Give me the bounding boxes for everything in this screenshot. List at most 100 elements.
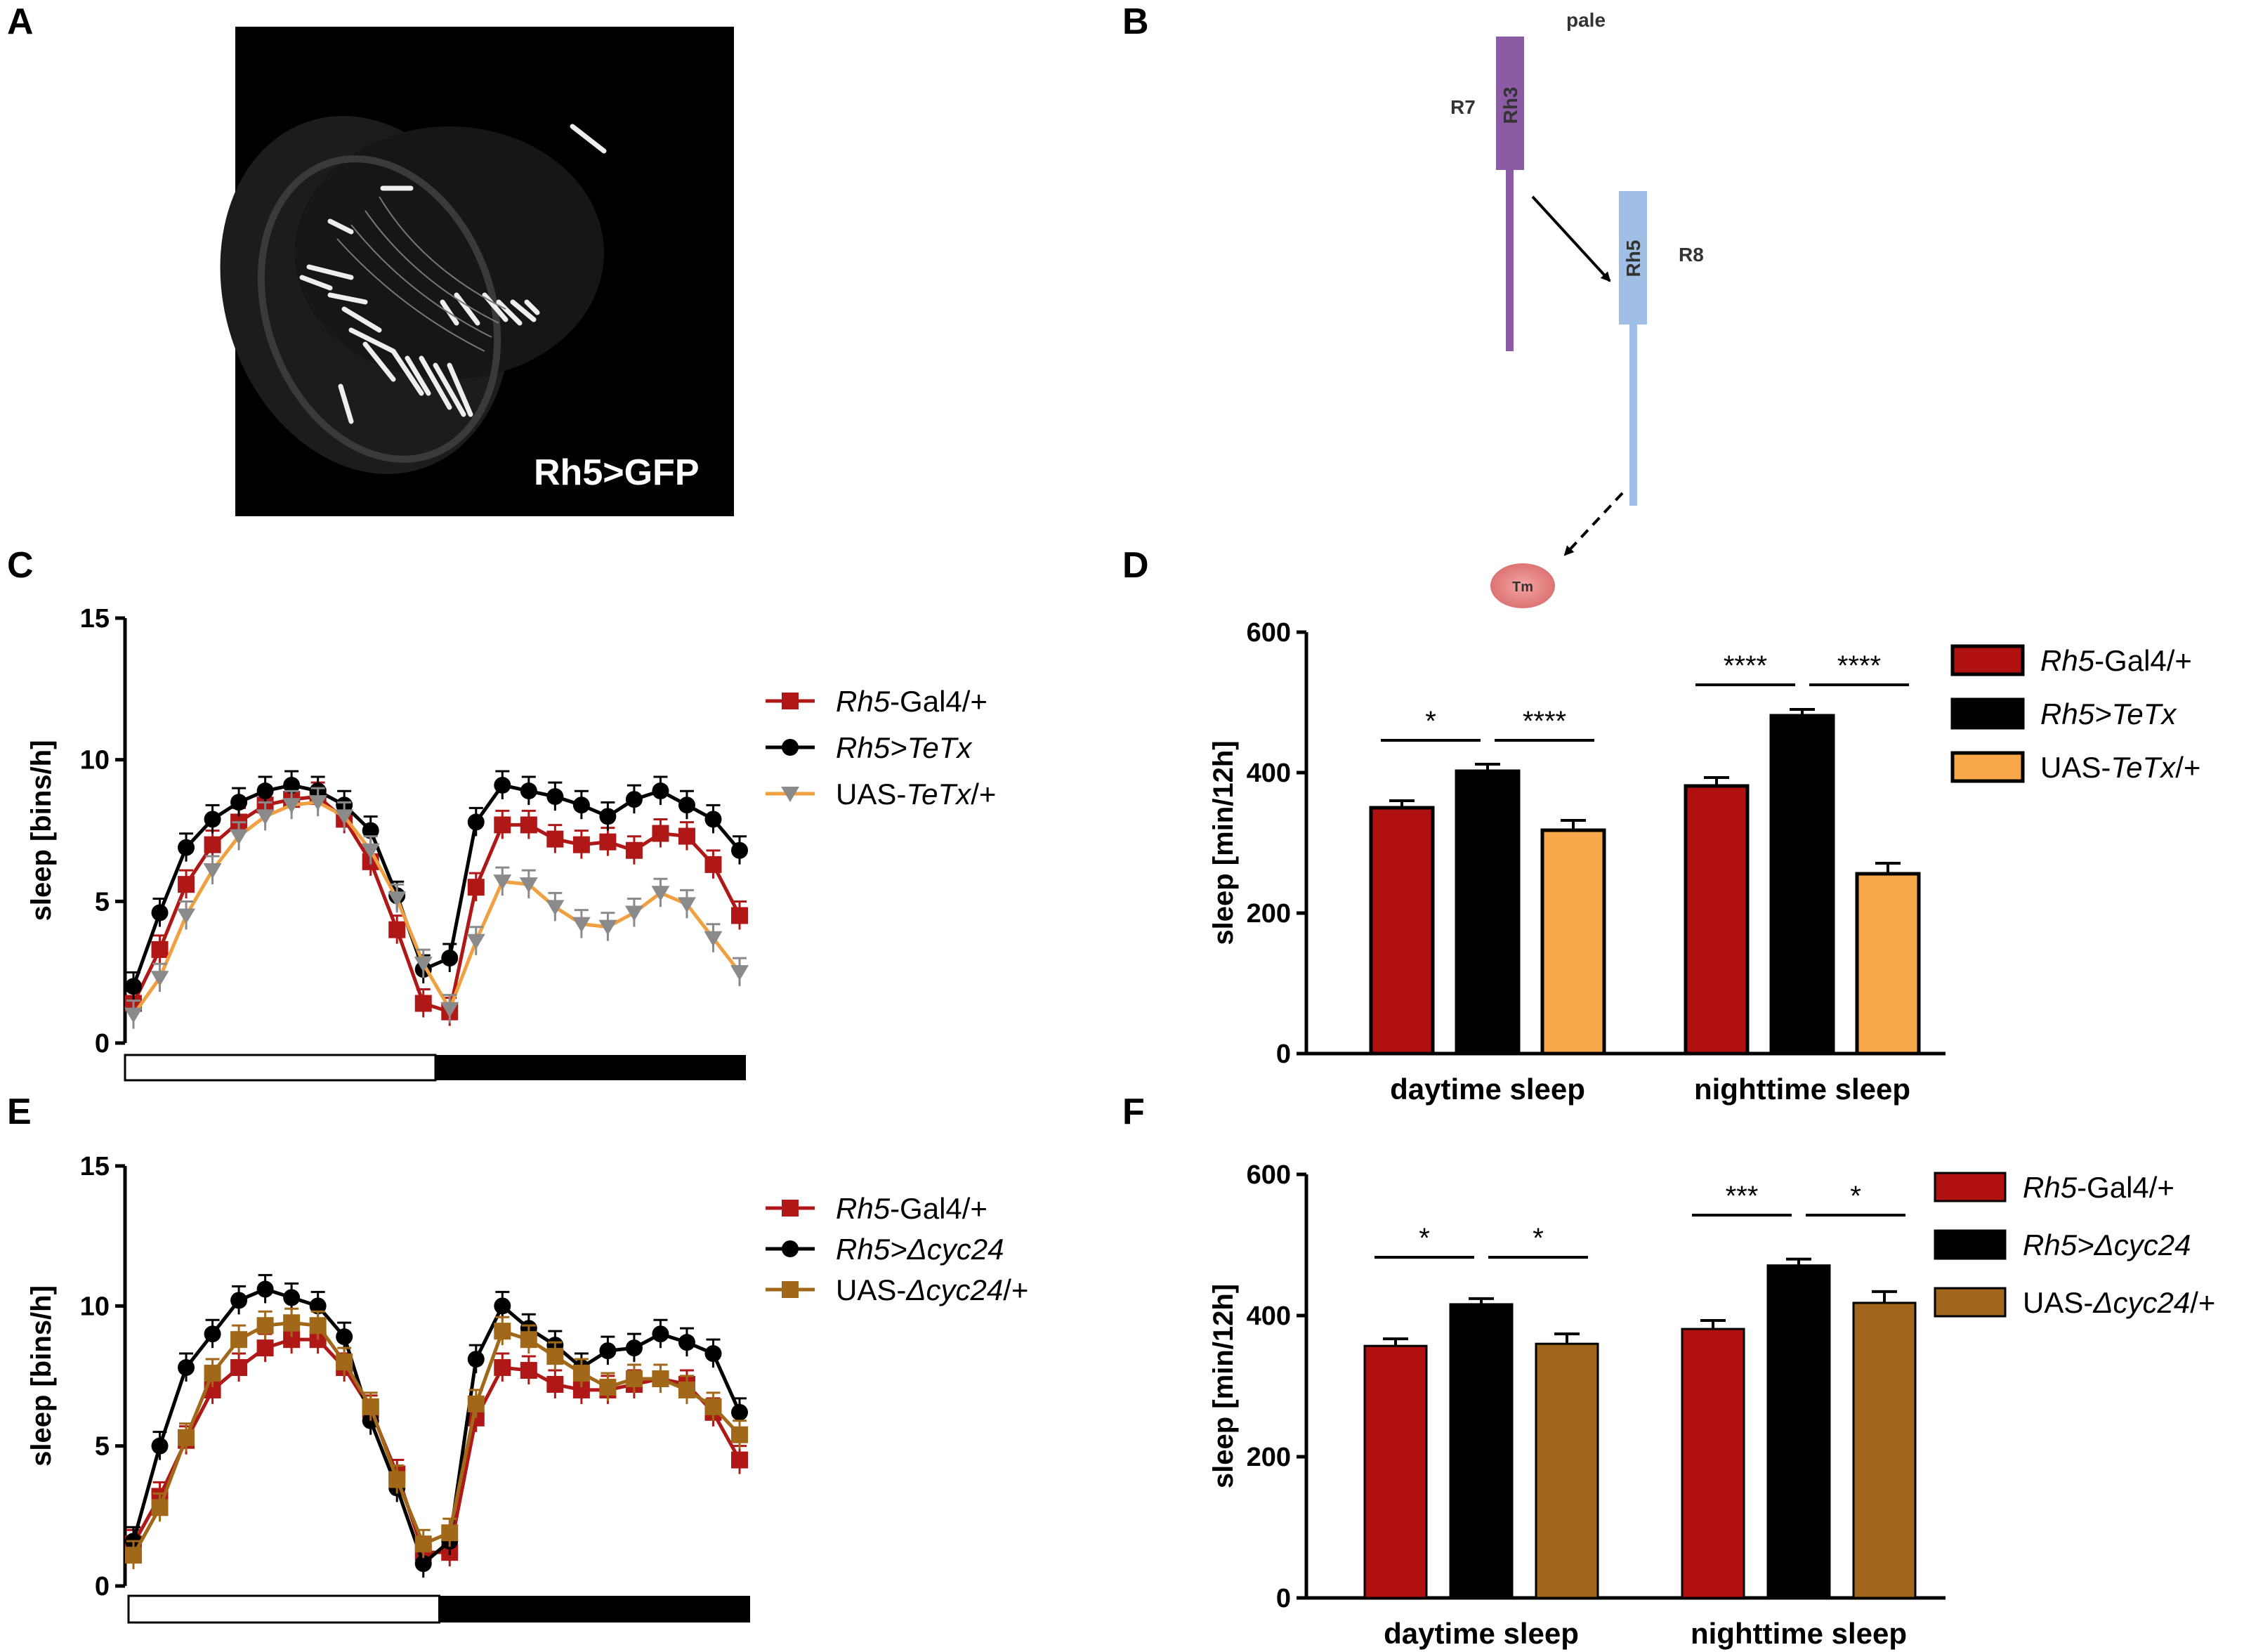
- panel-label-c: C: [7, 545, 34, 586]
- data-point: [652, 782, 669, 800]
- legend-marker: [782, 1200, 799, 1217]
- data-point: [730, 965, 749, 981]
- data-point: [178, 1359, 195, 1377]
- data-point: [599, 833, 617, 851]
- legend-label: Rh5>TeTx: [2040, 697, 2177, 730]
- micrograph-caption: Rh5>GFP: [534, 452, 700, 493]
- light-phase-bar: [124, 1054, 437, 1082]
- r8-axon: [1629, 324, 1637, 506]
- r8-to-tm-arrow: [1563, 492, 1624, 556]
- data-point: [204, 836, 221, 853]
- data-point: [256, 1317, 274, 1335]
- legend-label: Rh5>Δcyc24: [836, 1233, 1004, 1266]
- data-point: [546, 1375, 564, 1393]
- y-axis-label: sleep [min/12h]: [1208, 1284, 1239, 1488]
- legend-label: Rh5>Δcyc24: [2023, 1228, 2191, 1261]
- data-point: [440, 1002, 459, 1018]
- r7-to-r8-arrow: [1531, 195, 1611, 282]
- data-point: [520, 1331, 537, 1349]
- chart-d: 0 200 400 600 sleep [min/12h] daytime sleep ni…: [1208, 618, 2200, 1106]
- legend-swatch: [1934, 1229, 2007, 1260]
- data-point: [494, 1297, 511, 1315]
- legend-marker: [782, 739, 799, 756]
- legend-swatch: [1950, 751, 2025, 783]
- data-point: [652, 1325, 669, 1343]
- y-tick-label: 10: [80, 746, 110, 775]
- bar: [1535, 1342, 1599, 1599]
- legend-label: Rh5>TeTx: [836, 731, 973, 764]
- data-point: [230, 829, 249, 845]
- data-point: [230, 1292, 248, 1309]
- data-point: [256, 1339, 274, 1357]
- bar: [1363, 1344, 1428, 1599]
- legend-marker: [782, 1281, 799, 1298]
- data-point: [652, 1370, 669, 1387]
- legend-label: Rh5-Gal4/+: [836, 685, 988, 718]
- data-point: [572, 1365, 590, 1382]
- y-tick-label: 10: [80, 1292, 110, 1321]
- data-point: [493, 874, 512, 891]
- data-point: [414, 1535, 432, 1553]
- data-point: [704, 855, 722, 873]
- legend-marker: [782, 693, 799, 709]
- legend-swatch: [1934, 1287, 2007, 1318]
- y-tick-label: 600: [1247, 1160, 1291, 1190]
- data-point: [572, 796, 590, 814]
- bar: [1681, 1328, 1745, 1599]
- bar: [1540, 828, 1606, 1056]
- rh5-label: Rh5: [1622, 240, 1644, 277]
- bar: [1684, 784, 1750, 1056]
- data-point: [624, 905, 643, 922]
- data-point: [256, 782, 274, 800]
- series-line: [131, 1337, 742, 1554]
- legend-swatch: [1934, 1172, 2007, 1202]
- data-point: [652, 825, 669, 842]
- data-point: [230, 1359, 248, 1377]
- y-tick-label: 400: [1247, 1302, 1291, 1331]
- bar: [1769, 714, 1835, 1056]
- data-point: [678, 827, 695, 845]
- photoreceptor-diagram: pale R7 Rh3 Rh5 R8 Tm: [1450, 9, 1704, 608]
- dark-phase-bar: [435, 1055, 746, 1080]
- series-line: [131, 1287, 742, 1567]
- data-point: [599, 1342, 617, 1360]
- data-point: [125, 1547, 142, 1564]
- data-point: [678, 1381, 695, 1398]
- data-point: [466, 933, 485, 950]
- r7-axon: [1506, 170, 1514, 351]
- data-point: [388, 891, 407, 907]
- legend-label: UAS-Δcyc24/+: [2023, 1286, 2215, 1319]
- data-point: [230, 1331, 248, 1349]
- r8-label: R8: [1679, 244, 1704, 266]
- rh3-label: Rh3: [1500, 87, 1521, 124]
- significance-label: *: [1419, 1223, 1430, 1254]
- micrograph: [220, 27, 734, 516]
- chart-c: 0 5 10 15 sleep [bins/h] Rh5-Gal4/+ Rh5>TeTx UA…: [26, 604, 996, 1082]
- data-point: [204, 1325, 221, 1343]
- bar: [1455, 769, 1521, 1056]
- data-point: [494, 1359, 511, 1377]
- y-tick-label: 0: [95, 1572, 110, 1601]
- data-point: [178, 1429, 195, 1446]
- dark-phase-bar: [439, 1596, 750, 1622]
- y-tick-label: 0: [1276, 1584, 1291, 1613]
- tm-label: Tm: [1512, 579, 1533, 595]
- series-line: [131, 1320, 741, 1556]
- data-point: [388, 1471, 406, 1488]
- significance-label: *: [1533, 1223, 1544, 1254]
- data-point: [283, 776, 301, 794]
- data-point: [414, 1555, 432, 1573]
- data-point: [203, 863, 222, 879]
- data-point: [178, 839, 195, 856]
- bar: [1766, 1264, 1831, 1599]
- data-point: [625, 1339, 643, 1357]
- data-point: [731, 1403, 748, 1421]
- data-point: [678, 1334, 695, 1351]
- y-tick-label: 0: [95, 1029, 110, 1058]
- y-axis-label: sleep [min/12h]: [1208, 740, 1239, 945]
- y-axis-label: sleep [bins/h]: [26, 740, 57, 922]
- legend-label: UAS-TeTx/+: [836, 778, 996, 811]
- legend-label: Rh5-Gal4/+: [2040, 644, 2192, 677]
- bar: [1855, 872, 1921, 1056]
- data-point: [677, 897, 696, 913]
